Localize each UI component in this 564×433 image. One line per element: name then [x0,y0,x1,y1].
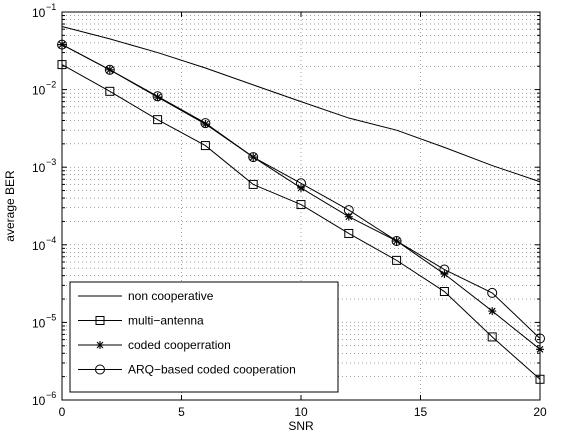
y-tick-label: 10 −3 [32,157,56,175]
data-point [104,64,115,75]
y-tick-label-base: 10 [32,239,46,253]
y-tick-label: 10 −5 [32,312,56,330]
y-tick-label-exponent: −5 [46,312,56,322]
legend-entry-2: coded cooperration [78,338,231,352]
marker-square [248,179,258,189]
y-tick-label: 10 −1 [32,2,56,20]
marker-square [439,287,449,297]
series-0 [61,26,541,183]
x-tick-label: 5 [178,405,185,419]
marker-circle [391,235,402,246]
axis-ticks [61,11,541,401]
series-line [61,26,541,183]
marker-circle [296,178,306,189]
marker-star [344,212,353,221]
y-tick-label-base: 10 [32,394,46,408]
legend: non cooperative multi−antenna coded cooper… [69,281,339,393]
marker-square [487,332,497,342]
data-point [439,264,450,275]
data-point [200,141,210,151]
data-point [439,287,449,297]
y-tick-label-base: 10 [32,84,46,98]
x-axis-label: SNR [288,419,314,433]
marker-circle [487,287,498,298]
legend-entry-3: ARQ−based coded cooperation [78,363,296,377]
y-tick-label-exponent: −2 [46,80,56,90]
marker-circle [152,91,163,102]
legend-label: multi−antenna [128,314,204,328]
data-point [153,93,162,102]
data-point [344,212,353,221]
marker-circle [104,64,115,75]
x-tick-label: 0 [59,405,66,419]
data-point [296,200,306,210]
marker-square [95,316,105,325]
marker-star [153,93,162,102]
data-point [343,205,354,216]
data-point [153,115,163,125]
data-point [487,287,498,298]
y-tick-label-base: 10 [32,6,46,20]
data-point [105,86,115,96]
legend-label: non cooperative [128,289,214,303]
marker-circle [343,205,354,216]
data-point [391,235,402,246]
y-tick-label-exponent: −6 [46,390,56,400]
marker-circle [200,118,211,129]
data-point [392,255,402,265]
data-point [152,91,163,102]
data-point [344,228,354,238]
legend-label: coded cooperration [128,338,231,352]
marker-square [153,115,163,125]
marker-square [344,228,354,238]
x-tick-label: 15 [414,405,428,419]
marker-square [392,255,402,265]
marker-circle [439,264,450,275]
y-tick-label-exponent: −3 [46,157,56,167]
x-tick-label: 10 [294,405,308,419]
y-tick-label-base: 10 [32,161,46,175]
series-3 [57,39,545,344]
data-point [488,307,497,316]
series-line [61,44,541,339]
y-tick-label-exponent: −4 [46,235,56,245]
legend-entry-0: non cooperative [78,289,214,303]
y-tick-label: 10 −6 [32,390,56,408]
marker-square [296,200,306,210]
y-tick-label: 10 −2 [32,80,56,98]
y-tick-label-base: 10 [32,316,46,330]
marker-square [105,86,115,96]
marker-circle [248,152,259,163]
data-point [248,179,258,189]
y-axis-label: average BER [3,170,17,242]
data-point [200,118,211,129]
grid-lines [62,12,540,400]
marker-square [200,141,210,151]
legend-entry-1: multi−antenna [78,314,204,328]
legend-label: ARQ−based coded cooperation [128,363,296,377]
data-point [248,152,259,163]
series-1 [57,60,545,384]
y-tick-label-exponent: −1 [46,2,56,12]
marker-star [488,307,497,316]
marker-circle [95,364,105,375]
y-tick-label: 10 −4 [32,235,56,253]
data-point [296,178,306,189]
legend-box [69,281,339,393]
x-tick-label: 20 [533,405,547,419]
series-line [61,64,541,380]
data-point [487,332,497,342]
marker-star [96,341,104,349]
